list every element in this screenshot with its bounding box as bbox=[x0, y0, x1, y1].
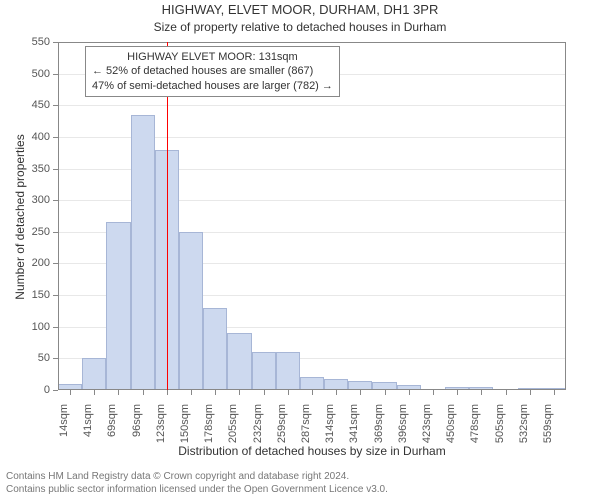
footer: Contains HM Land Registry data © Crown c… bbox=[6, 471, 594, 496]
y-tick-mark bbox=[53, 358, 58, 359]
x-tick-mark bbox=[506, 390, 507, 395]
y-tick-label: 350 bbox=[22, 163, 50, 175]
x-tick-mark bbox=[143, 390, 144, 395]
x-tick-mark bbox=[239, 390, 240, 395]
y-tick-label: 250 bbox=[22, 226, 50, 238]
plot-area: HIGHWAY ELVET MOOR: 131sqm ← 52% of deta… bbox=[58, 42, 566, 390]
y-tick-label: 400 bbox=[22, 131, 50, 143]
y-tick-label: 100 bbox=[22, 321, 50, 333]
y-tick-label: 50 bbox=[22, 352, 50, 364]
y-tick-label: 500 bbox=[22, 68, 50, 80]
annotation-line-2: ← 52% of detached houses are smaller (86… bbox=[92, 64, 333, 78]
y-tick-mark bbox=[53, 295, 58, 296]
y-tick-label: 0 bbox=[22, 384, 50, 396]
y-tick-mark bbox=[53, 74, 58, 75]
x-tick-mark bbox=[312, 390, 313, 395]
chart-title-line1: HIGHWAY, ELVET MOOR, DURHAM, DH1 3PR bbox=[0, 2, 600, 17]
x-tick-mark bbox=[118, 390, 119, 395]
y-tick-mark bbox=[53, 169, 58, 170]
x-tick-mark bbox=[554, 390, 555, 395]
x-tick-mark bbox=[191, 390, 192, 395]
y-tick-mark bbox=[53, 42, 58, 43]
annotation-line-3: 47% of semi-detached houses are larger (… bbox=[92, 79, 333, 93]
x-tick-mark bbox=[288, 390, 289, 395]
annotation-box: HIGHWAY ELVET MOOR: 131sqm ← 52% of deta… bbox=[85, 46, 340, 97]
y-tick-label: 550 bbox=[22, 36, 50, 48]
y-tick-mark bbox=[53, 263, 58, 264]
footer-line-2: Contains public sector information licen… bbox=[6, 484, 594, 497]
annotation-line-1: HIGHWAY ELVET MOOR: 131sqm bbox=[92, 50, 333, 64]
y-tick-mark bbox=[53, 327, 58, 328]
chart-container: HIGHWAY, ELVET MOOR, DURHAM, DH1 3PR Siz… bbox=[0, 0, 600, 500]
x-tick-mark bbox=[264, 390, 265, 395]
y-tick-label: 300 bbox=[22, 194, 50, 206]
x-tick-mark bbox=[481, 390, 482, 395]
y-tick-label: 200 bbox=[22, 257, 50, 269]
x-tick-mark bbox=[360, 390, 361, 395]
x-tick-mark bbox=[70, 390, 71, 395]
y-tick-mark bbox=[53, 105, 58, 106]
x-tick-mark bbox=[457, 390, 458, 395]
x-tick-mark bbox=[336, 390, 337, 395]
x-tick-mark bbox=[409, 390, 410, 395]
y-tick-mark bbox=[53, 137, 58, 138]
y-tick-label: 150 bbox=[22, 289, 50, 301]
x-tick-mark bbox=[433, 390, 434, 395]
chart-title-line2: Size of property relative to detached ho… bbox=[0, 20, 600, 34]
footer-line-1: Contains HM Land Registry data © Crown c… bbox=[6, 471, 594, 484]
x-axis-title: Distribution of detached houses by size … bbox=[58, 444, 566, 458]
x-tick-mark bbox=[167, 390, 168, 395]
x-tick-mark bbox=[385, 390, 386, 395]
y-tick-label: 450 bbox=[22, 99, 50, 111]
x-tick-mark bbox=[530, 390, 531, 395]
x-tick-mark bbox=[94, 390, 95, 395]
y-tick-mark bbox=[53, 390, 58, 391]
y-tick-mark bbox=[53, 200, 58, 201]
x-tick-mark bbox=[215, 390, 216, 395]
y-tick-mark bbox=[53, 232, 58, 233]
